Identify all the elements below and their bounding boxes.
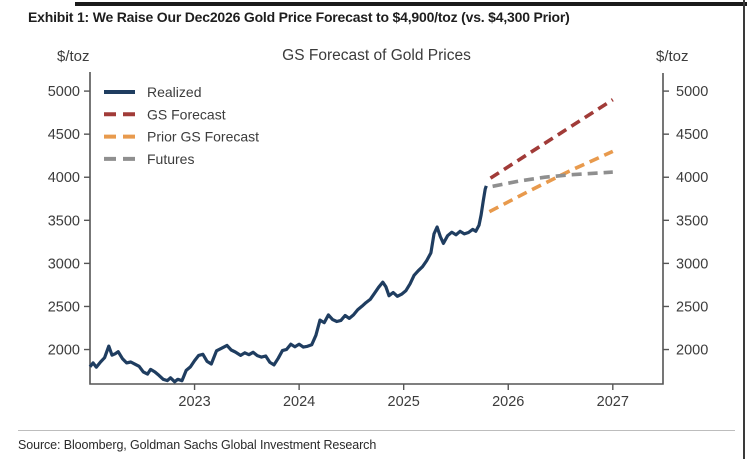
- y-tick-label-right: 4000: [676, 170, 708, 186]
- legend-label-prior-gs-forecast: Prior GS Forecast: [147, 129, 259, 145]
- y-tick-label-left: 4500: [48, 127, 80, 143]
- y-tick-label-right: 2000: [676, 343, 708, 359]
- y-tick-label-right: 3000: [676, 256, 708, 272]
- series-line-gs-forecast: [489, 98, 614, 180]
- series-line-futures: [492, 170, 613, 189]
- y-axis-unit-right: $/toz: [656, 48, 689, 65]
- y-tick-label-left: 5000: [48, 84, 80, 100]
- exhibit-title: Exhibit 1: We Raise Our Dec2026 Gold Pri…: [28, 9, 570, 25]
- y-tick-label-right: 5000: [676, 84, 708, 100]
- y-tick-label-left: 3000: [48, 256, 80, 272]
- x-tick-label: 2024: [283, 394, 315, 410]
- x-tick-label: 2027: [597, 394, 629, 410]
- y-tick-label-right: 2500: [676, 299, 708, 315]
- y-axis-unit-left: $/toz: [57, 48, 90, 65]
- chart-title: GS Forecast of Gold Prices: [282, 47, 471, 64]
- x-tick-label: 2026: [492, 394, 524, 410]
- legend-label-futures: Futures: [147, 151, 194, 167]
- y-tick-label-left: 3500: [48, 213, 80, 229]
- y-tick-label-left: 2000: [48, 343, 80, 359]
- top-border: [75, 2, 747, 6]
- x-tick-label: 2023: [178, 394, 210, 410]
- axis-spines: [89, 72, 664, 385]
- series-line-realized: [88, 185, 488, 384]
- y-tick-label-left: 4000: [48, 170, 80, 186]
- y-tick-label-right: 4500: [676, 127, 708, 143]
- source-divider: [18, 430, 735, 431]
- x-tick-label: 2025: [388, 394, 420, 410]
- y-tick-label-right: 3500: [676, 213, 708, 229]
- y-tick-label-left: 2500: [48, 299, 80, 315]
- source-text: Source: Bloomberg, Goldman Sachs Global …: [18, 438, 377, 452]
- legend-label-gs-forecast: GS Forecast: [147, 106, 226, 122]
- series-line-prior-gs-forecast: [488, 149, 614, 214]
- legend-label-realized: Realized: [147, 84, 201, 100]
- right-border: [743, 0, 745, 459]
